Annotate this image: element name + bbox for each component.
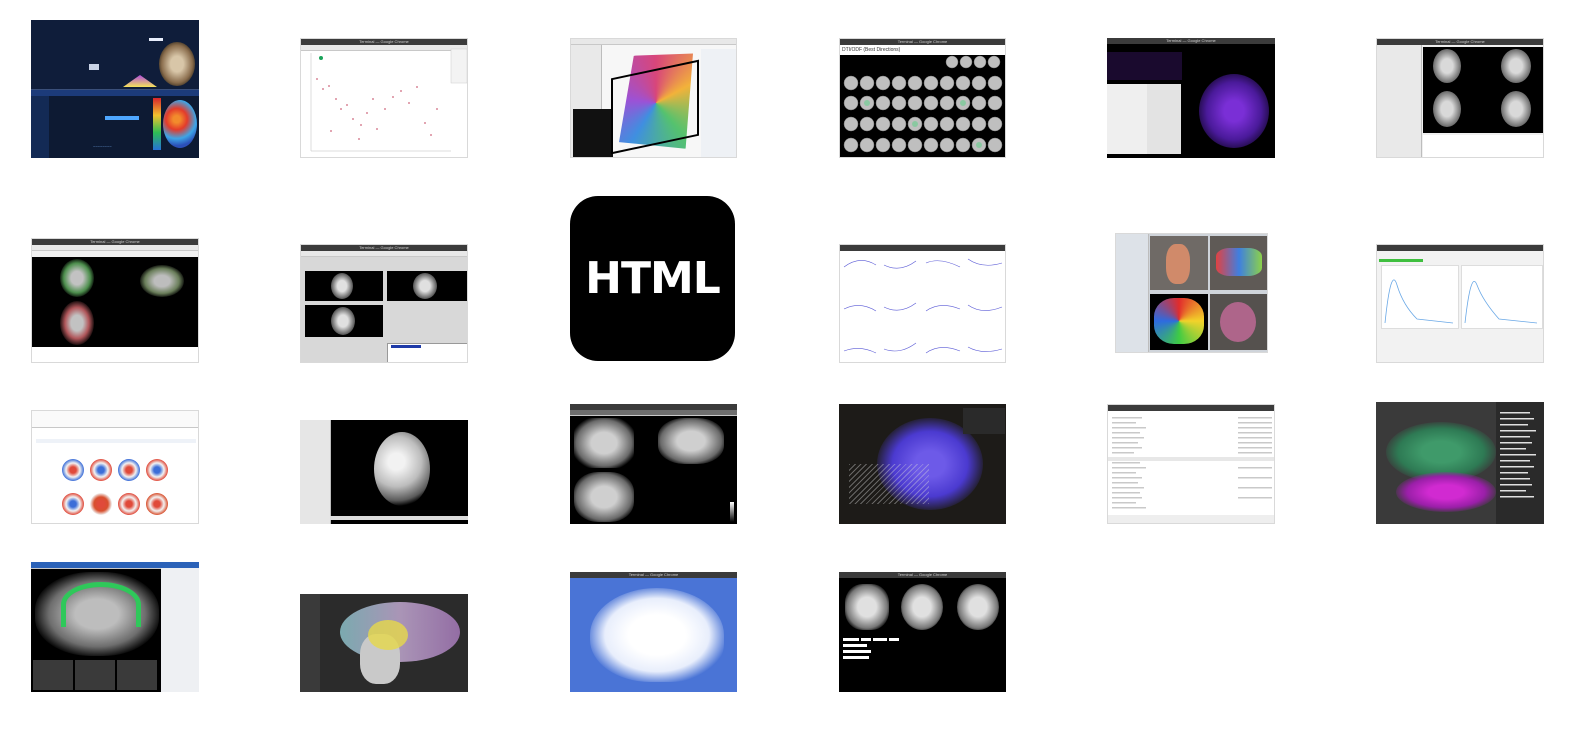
3d-head-render	[374, 432, 430, 506]
html-label: HTML	[585, 253, 721, 304]
thumbnail-3d-slices[interactable]	[570, 38, 737, 158]
thumbnail-segmentation[interactable]	[1115, 233, 1268, 353]
thumbnail-file-list[interactable]	[1107, 404, 1275, 524]
thumbnail-line-plots[interactable]	[839, 244, 1006, 363]
slice-circles	[843, 55, 1003, 153]
density-curves	[1384, 279, 1538, 324]
thumbnail-density-plots[interactable]	[1376, 244, 1544, 363]
thumbnail-mri-viewer[interactable]: Terminal — Google Chrome	[1376, 38, 1544, 158]
thumbnail-dti-odf-grid[interactable]: Terminal — Google Chrome DTI/ODF (Best D…	[839, 38, 1006, 158]
thumbnail-dark-dashboard[interactable]: ~~~~~~~~	[31, 20, 199, 158]
thumbnail-scatter-plot[interactable]: Terminal — Google Chrome	[300, 38, 468, 158]
thumbnail-white-tracts[interactable]: Terminal — Google Chrome	[570, 572, 737, 692]
thumbnail-mri-triplanar[interactable]	[570, 404, 737, 524]
white-tract-brain	[590, 588, 724, 682]
thumbnail-3d-head[interactable]	[300, 420, 468, 524]
purple-brain-volume	[1199, 74, 1269, 148]
thumbnail-topo-maps[interactable]	[31, 410, 199, 524]
thumbnail-sagittal-fibers[interactable]	[31, 562, 199, 692]
thumbnail-tractography-blue[interactable]	[839, 404, 1006, 524]
axial-brain-image	[159, 42, 195, 86]
thumbnail-mri-form[interactable]: Terminal — Google Chrome	[839, 572, 1006, 692]
thumbnail-three-view[interactable]: Terminal — Google Chrome	[300, 244, 468, 363]
thumbnail-fiber-bundles[interactable]	[1376, 402, 1544, 524]
file-rows	[1108, 417, 1274, 523]
html-center-tile[interactable]: HTML	[570, 196, 735, 361]
scatter-points	[310, 48, 467, 152]
thumbnail-purple-volume[interactable]: Terminal — Google Chrome	[1107, 38, 1275, 158]
bundle-list	[1500, 412, 1536, 498]
mini-line-plots	[843, 258, 1003, 354]
thumbnail-fmri-overlay[interactable]: Terminal — Google Chrome	[31, 238, 199, 363]
thumbnail-colorful-tracts[interactable]	[300, 594, 468, 692]
form-fields	[843, 638, 899, 659]
colored-brain-map	[163, 100, 197, 148]
viewer-header: DTI/ODF (Best Directions)	[842, 47, 901, 53]
